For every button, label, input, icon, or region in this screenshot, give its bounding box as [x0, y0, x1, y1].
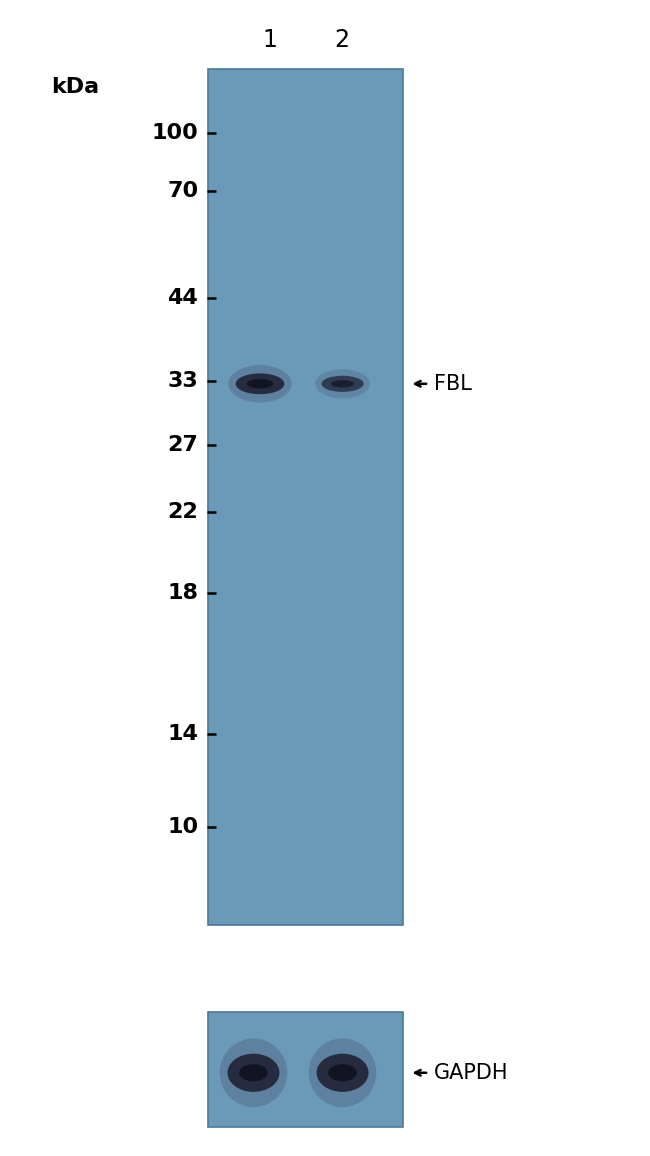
Text: 1: 1 [263, 28, 277, 52]
Ellipse shape [235, 373, 285, 394]
Text: 2: 2 [333, 28, 349, 52]
Text: 100: 100 [151, 123, 198, 143]
Text: 44: 44 [168, 288, 198, 309]
Text: FBL: FBL [434, 373, 472, 394]
Ellipse shape [315, 369, 370, 399]
Ellipse shape [228, 365, 292, 402]
Text: 70: 70 [167, 180, 198, 201]
Ellipse shape [331, 380, 354, 387]
Text: 18: 18 [167, 583, 198, 603]
Ellipse shape [321, 376, 364, 392]
Text: 10: 10 [167, 816, 198, 837]
Text: 14: 14 [168, 724, 198, 744]
Bar [208, 1012, 403, 1127]
Text: kDa: kDa [51, 76, 99, 97]
Text: GAPDH: GAPDH [434, 1062, 509, 1083]
Text: 33: 33 [168, 371, 198, 392]
Ellipse shape [328, 1065, 357, 1081]
Ellipse shape [309, 1038, 376, 1107]
Ellipse shape [246, 379, 274, 388]
Ellipse shape [220, 1038, 287, 1107]
Ellipse shape [239, 1065, 268, 1081]
Ellipse shape [317, 1054, 369, 1091]
Ellipse shape [227, 1054, 280, 1091]
Bar [208, 69, 403, 925]
Text: 27: 27 [168, 435, 198, 455]
Text: 22: 22 [168, 502, 198, 523]
